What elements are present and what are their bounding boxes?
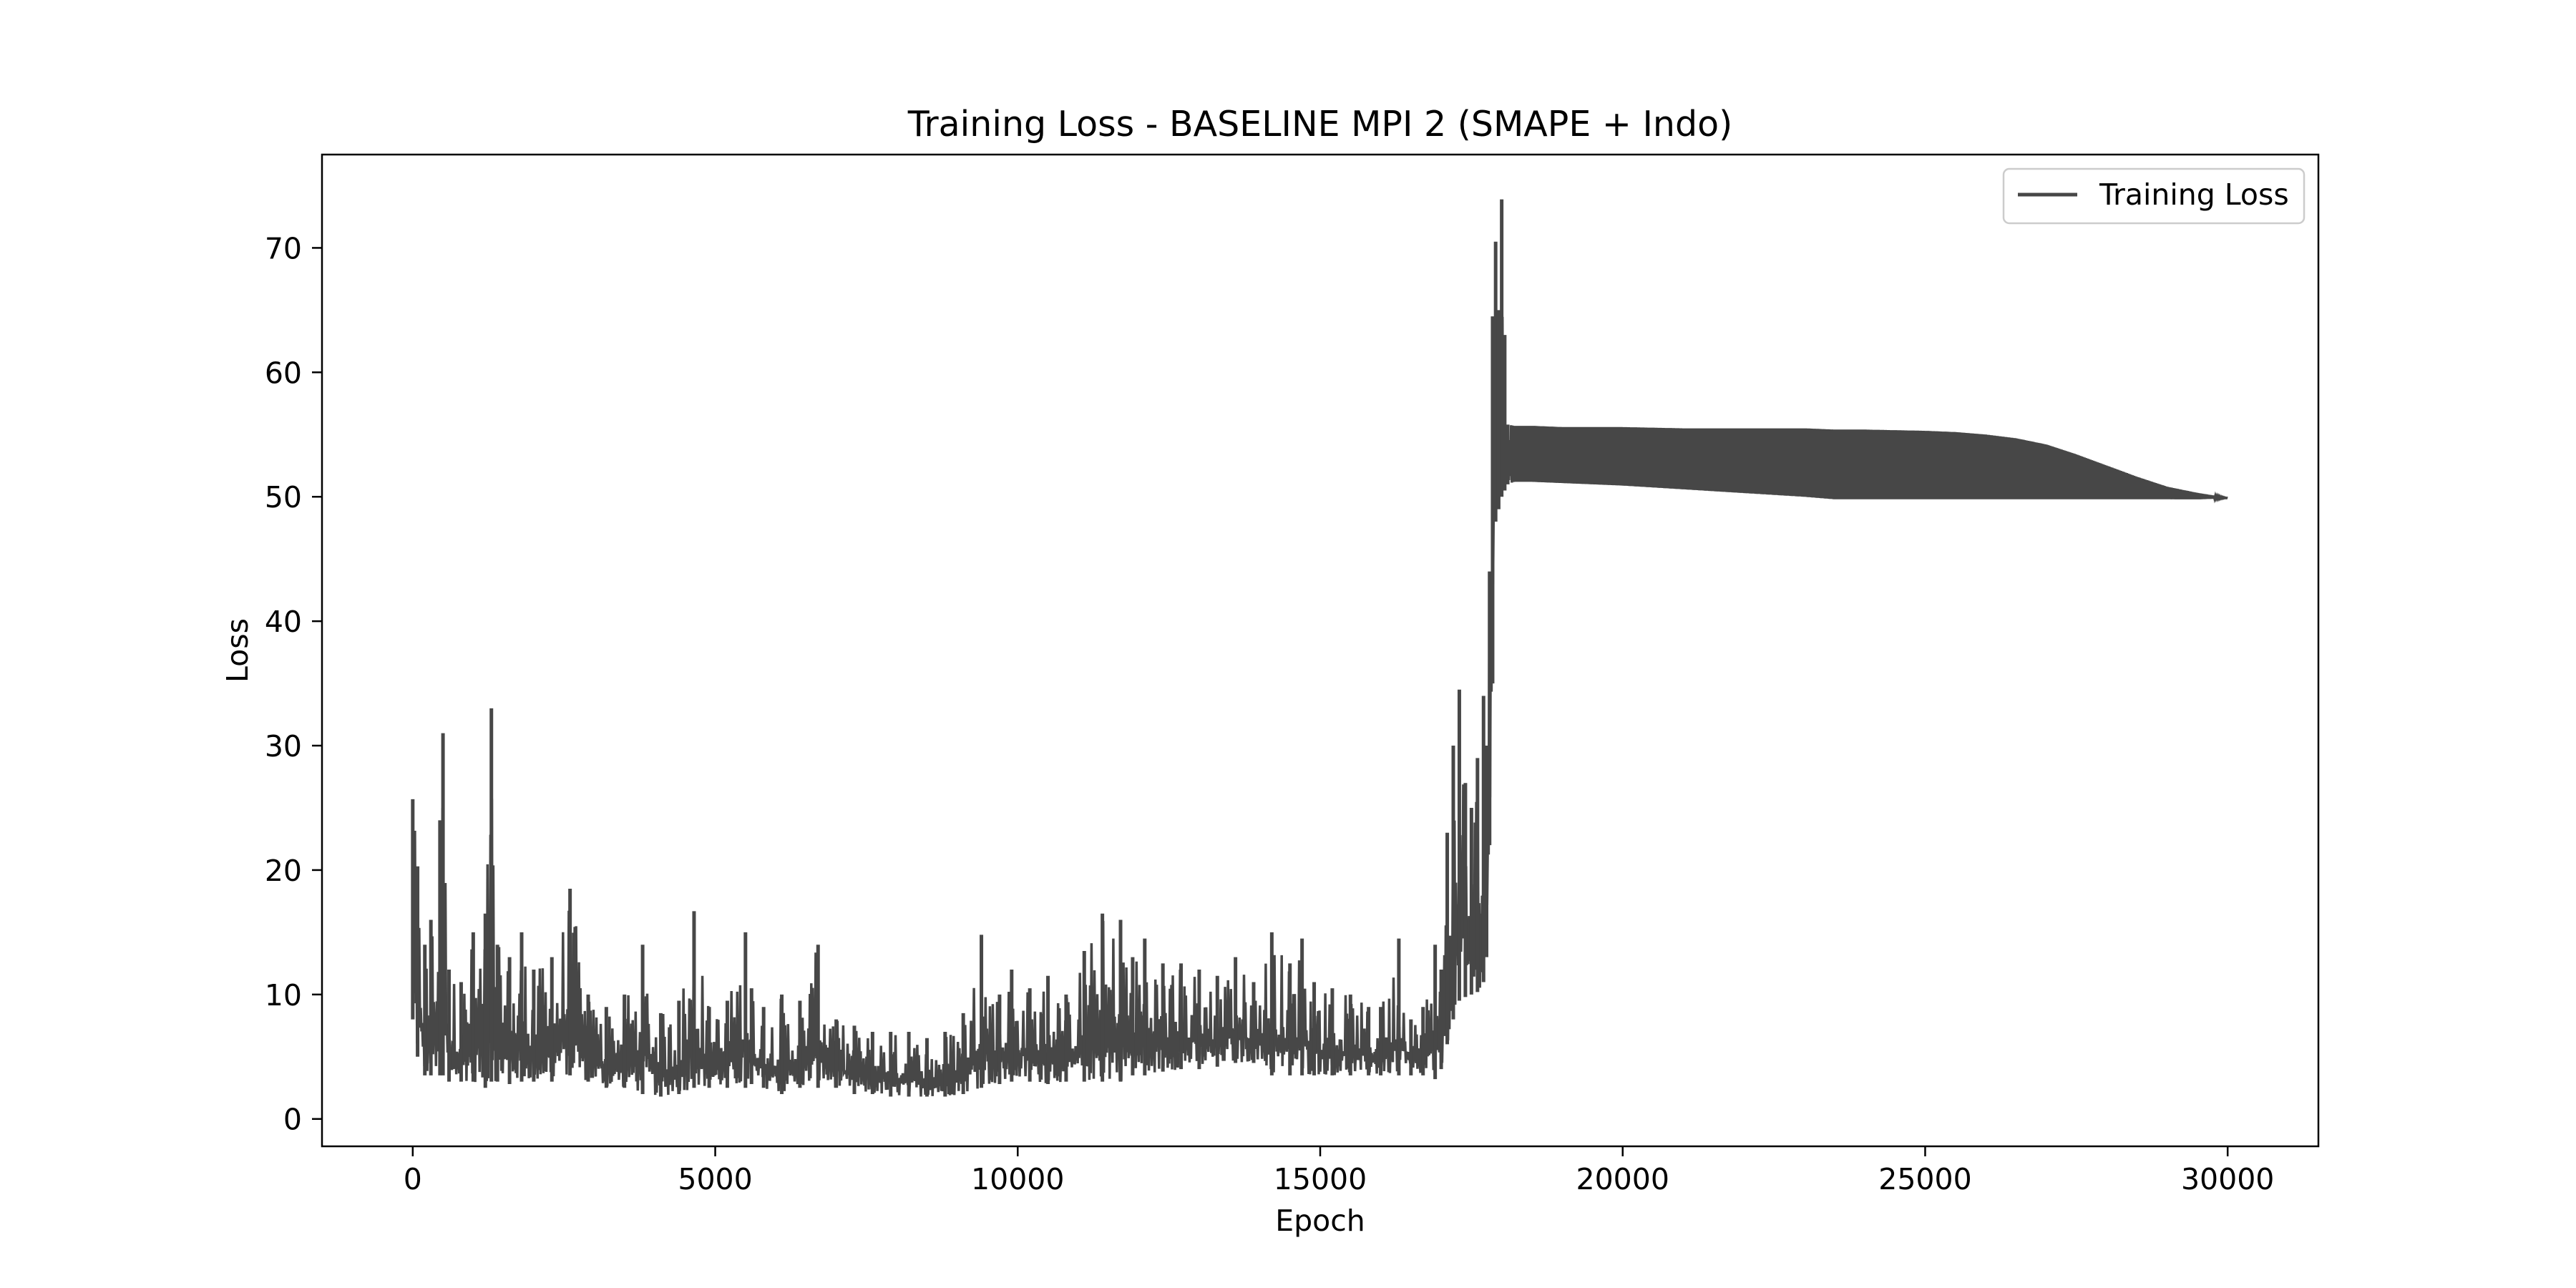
legend: Training Loss (2002, 167, 2306, 225)
legend-box (2002, 167, 2306, 225)
x-tick-label: 15000 (1274, 1162, 1367, 1196)
x-tick-label: 5000 (678, 1162, 752, 1196)
y-tick-label: 50 (265, 480, 302, 514)
legend-entry-training-loss: Training Loss (2099, 177, 2289, 212)
y-tick-label: 40 (265, 605, 302, 639)
y-tick-label: 70 (265, 231, 302, 265)
x-tick-label: 25000 (1878, 1162, 1971, 1196)
x-axis: 0 5000 10000 15000 20000 25000 30000 (404, 1146, 2274, 1196)
x-tick-label: 0 (404, 1162, 422, 1196)
y-tick-label: 0 (283, 1103, 302, 1137)
plot-area (411, 199, 2228, 1097)
y-tick-label: 30 (265, 729, 302, 763)
x-tick-label: 20000 (1576, 1162, 1669, 1196)
chart-title: Training Loss - BASELINE MPI 2 (SMAPE + … (907, 104, 1732, 145)
x-axis-label: Epoch (1275, 1204, 1365, 1238)
training-loss-line (411, 316, 2228, 1097)
x-tick-label: 30000 (2181, 1162, 2274, 1196)
y-tick-label: 20 (265, 854, 302, 888)
x-tick-label: 10000 (971, 1162, 1064, 1196)
y-axis: 0 10 20 30 40 50 60 70 (265, 231, 322, 1137)
y-tick-label: 60 (265, 356, 302, 390)
y-tick-label: 10 (265, 978, 302, 1013)
y-axis-label: Loss (220, 618, 255, 683)
